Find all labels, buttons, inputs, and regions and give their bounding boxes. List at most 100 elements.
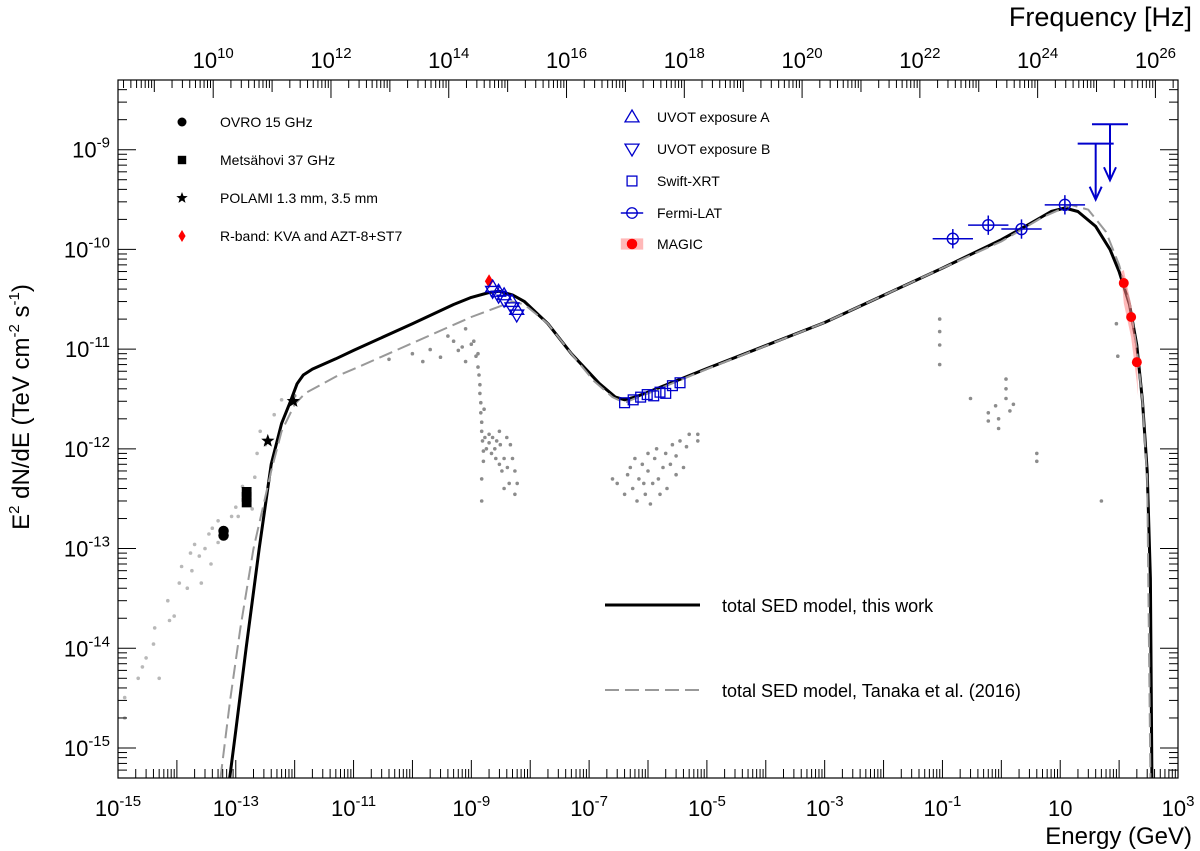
mets-hovi-37-ghz-point bbox=[241, 491, 252, 502]
uvot-exposure-b-point bbox=[490, 290, 507, 305]
legend-label: UVOT exposure A bbox=[657, 109, 770, 125]
x-tick-label: 10 bbox=[1048, 796, 1072, 821]
top-tick-label: 1016 bbox=[546, 45, 587, 73]
archival-point bbox=[670, 442, 675, 447]
archival-point bbox=[937, 317, 942, 321]
archival-point bbox=[696, 432, 700, 437]
archival-point bbox=[479, 411, 483, 415]
x-axis-label: Energy (GeV) bbox=[1045, 823, 1192, 850]
archival-point bbox=[483, 435, 487, 440]
archival-point bbox=[144, 656, 148, 660]
swift-xrt-point bbox=[641, 389, 653, 401]
top-tick-label: 1018 bbox=[664, 45, 705, 73]
swift-xrt-point bbox=[666, 380, 678, 392]
archival-point bbox=[157, 676, 161, 681]
y-axis-label: E2 dN/dE (TeV cm-2 s-1) bbox=[6, 284, 35, 530]
archival-point bbox=[656, 477, 661, 481]
legend-label: UVOT exposure B bbox=[657, 141, 770, 157]
archival-point bbox=[234, 505, 238, 510]
archival-point bbox=[152, 626, 157, 630]
archival-point bbox=[253, 475, 257, 480]
archival-point bbox=[410, 351, 415, 356]
swift-xrt-point bbox=[674, 377, 686, 389]
archival-point bbox=[687, 432, 691, 437]
archival-point bbox=[487, 441, 491, 445]
y-tick-label: 10-10 bbox=[64, 234, 110, 262]
y-tick-label: 10-12 bbox=[64, 434, 110, 462]
archival-point bbox=[478, 382, 482, 387]
archival-point bbox=[648, 502, 653, 506]
archival-point bbox=[229, 514, 234, 519]
archival-point bbox=[479, 400, 483, 405]
legend-label: Fermi-LAT bbox=[657, 205, 723, 221]
magic-point bbox=[1118, 278, 1129, 289]
legend-marker-circle bbox=[177, 117, 187, 127]
archival-point bbox=[615, 481, 619, 486]
archival-point bbox=[480, 439, 485, 443]
archival-point bbox=[479, 477, 484, 481]
archival-point bbox=[167, 618, 172, 623]
uvot-exposure-b-point bbox=[503, 302, 521, 317]
model-curve-this-work bbox=[228, 206, 1154, 778]
swift-xrt-point bbox=[619, 397, 631, 409]
top-tick-label: 1026 bbox=[1135, 45, 1176, 73]
mets-hovi-37-ghz-point bbox=[241, 486, 252, 497]
archival-point bbox=[968, 396, 973, 401]
x-tick-label: 10-3 bbox=[806, 793, 844, 821]
legend: OVRO 15 GHz Metsähovi 37 GHz POLAMI 1.3 mm… bbox=[176, 108, 1021, 701]
archival-point bbox=[681, 465, 686, 470]
uvot-exposure-b-point bbox=[508, 309, 525, 324]
archival-point bbox=[250, 507, 254, 511]
fermi-lat-point bbox=[946, 232, 960, 245]
x-tick-label: 10-7 bbox=[570, 793, 608, 821]
archival-point bbox=[1035, 451, 1039, 456]
archival-point bbox=[481, 449, 486, 453]
fermi-lat-point bbox=[982, 218, 995, 232]
archival-point bbox=[172, 614, 176, 618]
top-tick-label: 1014 bbox=[428, 45, 469, 73]
archival-points bbox=[122, 317, 1120, 720]
archival-point bbox=[630, 486, 635, 491]
archival-point bbox=[479, 420, 484, 425]
archival-point bbox=[646, 469, 650, 473]
archival-point bbox=[489, 451, 494, 456]
archival-point bbox=[505, 435, 509, 440]
x-tick-label: 10-9 bbox=[452, 793, 490, 821]
archival-point bbox=[456, 348, 461, 353]
legend-label: MAGIC bbox=[657, 236, 703, 252]
x-tick-label: 10-5 bbox=[688, 793, 726, 821]
archival-point bbox=[236, 514, 240, 519]
y-tick-label: 10-11 bbox=[65, 334, 110, 362]
archival-point bbox=[258, 429, 263, 434]
archival-point bbox=[1099, 499, 1104, 503]
uvot-exposure-b-point bbox=[495, 294, 513, 309]
archival-point bbox=[937, 343, 942, 347]
y-tick-label: 10-13 bbox=[64, 534, 110, 562]
archival-point bbox=[510, 456, 515, 461]
mets-hovi-37-ghz-point bbox=[241, 497, 252, 508]
archival-point bbox=[476, 351, 480, 356]
archival-point bbox=[438, 355, 443, 360]
archival-point bbox=[635, 499, 639, 503]
legend-label: Metsähovi 37 GHz bbox=[220, 152, 335, 168]
top-tick-label: 1020 bbox=[781, 45, 822, 73]
archival-point bbox=[1004, 396, 1008, 401]
archival-point bbox=[188, 551, 193, 555]
archival-point bbox=[166, 598, 170, 603]
polami-1-3-mm-3-5-mm-point bbox=[286, 394, 300, 407]
legend-marker-star bbox=[176, 192, 188, 203]
archival-point bbox=[637, 477, 641, 481]
ovro-15-ghz-point bbox=[218, 525, 229, 537]
archival-point bbox=[996, 426, 1001, 431]
r-band-kva-and-azt-8-st7-point bbox=[484, 274, 494, 289]
magic-point bbox=[1131, 357, 1142, 368]
legend-marker-filled-circle-band bbox=[626, 238, 638, 250]
legend-marker-square bbox=[177, 155, 187, 165]
x-tick-label: 10-11 bbox=[331, 793, 376, 821]
upper-limit-arrow bbox=[1088, 186, 1103, 203]
archival-point bbox=[216, 540, 220, 545]
archival-point bbox=[654, 447, 659, 451]
legend-label: total SED model, this work bbox=[722, 596, 934, 616]
archival-point bbox=[199, 581, 204, 585]
